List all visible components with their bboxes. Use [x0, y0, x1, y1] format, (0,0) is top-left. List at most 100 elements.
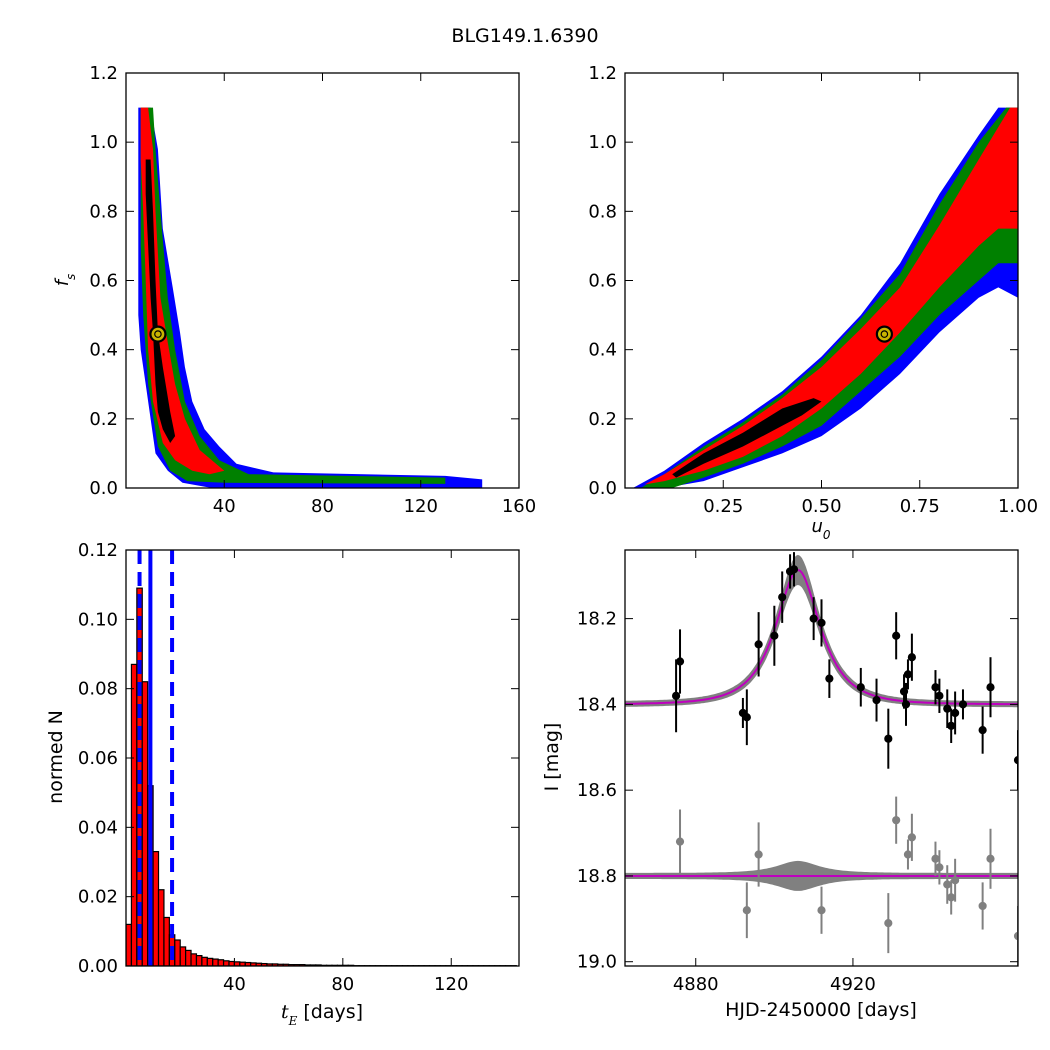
lightcurve-ytick-label: 18.6 — [577, 780, 617, 801]
data-point — [675, 657, 685, 666]
u0-fs-best-fit-marker — [875, 325, 893, 343]
data-point — [892, 631, 901, 640]
u0-fs-ytick-label: 0.0 — [588, 478, 617, 499]
data-point — [978, 726, 987, 735]
lightcurve-content — [625, 552, 1018, 966]
u0-fs-xtick-label: 0.50 — [801, 496, 841, 517]
te-fs-regions — [138, 107, 483, 488]
lightcurve-plot-area: 4880 4920 18.2 18.4 18.6 18.8 19.0 — [577, 549, 1019, 995]
u0-fs-plot-area: 0.25 0.50 0.75 1.00 0.0 0.2 0.4 0.6 0.8 1.0 1.2 — [588, 63, 1038, 517]
data-point — [986, 683, 995, 692]
te-fs-ylabel: fs — [52, 274, 78, 287]
residual-point — [884, 919, 893, 928]
histogram-ytick-label: 0.10 — [78, 609, 118, 630]
data-point — [856, 683, 865, 692]
te-fs-xtick-label: 120 — [404, 496, 438, 517]
residual-point — [817, 906, 826, 915]
data-point — [903, 670, 913, 679]
histogram-bar — [179, 946, 187, 966]
u0-fs-ytick-label: 0.2 — [588, 409, 617, 430]
data-point — [742, 713, 751, 722]
data-point — [671, 691, 681, 700]
histogram-ytick-label: 0.00 — [78, 956, 118, 977]
histogram-bar — [126, 923, 133, 966]
figure-title: BLG149.1.6390 — [451, 25, 598, 47]
u0-fs-ytick-label: 0.8 — [588, 201, 617, 222]
panel-lightcurve: 4880 4920 18.2 18.4 18.6 18.8 19.0 I [mag] HJD… — [541, 549, 1019, 1021]
histogram-xtick-label: 120 — [434, 974, 468, 995]
residual-point — [892, 816, 901, 825]
data-point — [817, 618, 826, 628]
residual-point — [907, 833, 916, 842]
panel-u0-fs: 0.25 0.50 0.75 1.00 0.0 0.2 0.4 0.6 0.8 1.0 1.2 u0 — [588, 63, 1038, 542]
histogram-bar — [190, 953, 198, 966]
te-fs-ytick-label: 0.4 — [89, 340, 118, 361]
residual-point — [951, 876, 960, 885]
lightcurve-ytick-label: 18.4 — [577, 694, 617, 715]
u0-fs-xlabel: u0 — [811, 516, 830, 542]
data-point — [789, 565, 799, 574]
panel-te-histogram: 40 80 120 0.00 0.02 0.04 0.06 0.08 0.10 0.12 norm… — [45, 540, 520, 1028]
lightcurve-xtick-label: 4880 — [673, 974, 719, 995]
te-histogram-plot-area: 40 80 120 0.00 0.02 0.04 0.06 0.08 0.10 0.12 — [78, 540, 520, 995]
residual-point — [943, 880, 952, 889]
te-fs-ytick-label: 0.6 — [89, 271, 118, 292]
te-fs-plot-area: 40 80 120 160 0.0 0.2 0.4 0.6 0.8 1.0 1.2 — [89, 63, 536, 517]
histogram-ytick-label: 0.02 — [78, 887, 118, 908]
panel-te-fs: 40 80 120 160 0.0 0.2 0.4 0.6 0.8 1.0 1.2 fs — [52, 63, 536, 517]
histogram-bar — [228, 960, 236, 966]
data-point — [907, 653, 916, 662]
histogram-bar — [163, 916, 170, 966]
residual-point — [947, 893, 956, 902]
te-fs-best-fit-marker-core — [154, 330, 162, 338]
lightcurve-ylabel: I [mag] — [541, 723, 563, 792]
data-point — [935, 691, 944, 700]
residual-point — [1013, 931, 1018, 941]
histogram-xtick-label: 80 — [331, 974, 354, 995]
residual-point — [675, 837, 685, 846]
histogram-bar — [157, 889, 165, 966]
data-point — [943, 704, 952, 713]
data-point — [901, 700, 911, 709]
data-point — [825, 674, 834, 683]
residual-point — [754, 850, 763, 859]
lightcurve-ytick-label: 18.8 — [577, 866, 617, 887]
te-fs-ytick-label: 1.0 — [89, 132, 118, 153]
histogram-ylabel: normed N — [45, 710, 67, 804]
data-point — [947, 721, 956, 730]
histogram-bar — [217, 959, 225, 966]
residual-point — [931, 854, 940, 863]
u0-fs-xtick-label: 0.25 — [703, 496, 743, 517]
u0-fs-xtick-label: 0.75 — [900, 496, 940, 517]
histogram-bar — [152, 850, 160, 966]
lightcurve-xlabel: HJD-2450000 [days] — [725, 999, 917, 1021]
te-fs-ytick-label: 1.2 — [89, 63, 118, 84]
histogram-bar — [174, 939, 181, 966]
te-fs-ytick-label: 0.0 — [89, 478, 118, 499]
histogram-xtick-label: 40 — [223, 974, 246, 995]
histogram-bar — [206, 957, 214, 966]
te-fs-ytick-label: 0.8 — [89, 201, 118, 222]
te-fs-ytick-label: 0.2 — [89, 409, 118, 430]
histogram-bar — [201, 956, 208, 966]
lightcurve-ytick-label: 18.2 — [577, 609, 617, 630]
lightcurve-ytick-label: 19.0 — [577, 952, 617, 973]
histogram-ytick-label: 0.06 — [78, 748, 118, 769]
u0-fs-best-fit-marker-core — [880, 330, 889, 338]
te-fs-xtick-label: 80 — [311, 496, 334, 517]
residual-point — [978, 901, 987, 911]
residual-point — [986, 854, 995, 863]
u0-fs-region-1sigma — [672, 398, 822, 478]
u0-fs-ytick-label: 1.2 — [588, 63, 617, 84]
histogram-bar — [212, 958, 219, 966]
u0-fs-ytick-label: 0.6 — [588, 271, 617, 292]
histogram-bar — [195, 954, 203, 966]
histogram-xlabel: tE [days] — [281, 1001, 363, 1028]
histogram-ytick-label: 0.04 — [78, 817, 118, 838]
residual-point — [935, 863, 944, 872]
u0-fs-xtick-label: 1.00 — [998, 496, 1038, 517]
te-fs-xtick-label: 40 — [213, 496, 236, 517]
u0-fs-ytick-label: 0.4 — [588, 340, 617, 361]
lightcurve-frame — [624, 549, 1019, 967]
u0-fs-region-3sigma — [640, 107, 1018, 488]
